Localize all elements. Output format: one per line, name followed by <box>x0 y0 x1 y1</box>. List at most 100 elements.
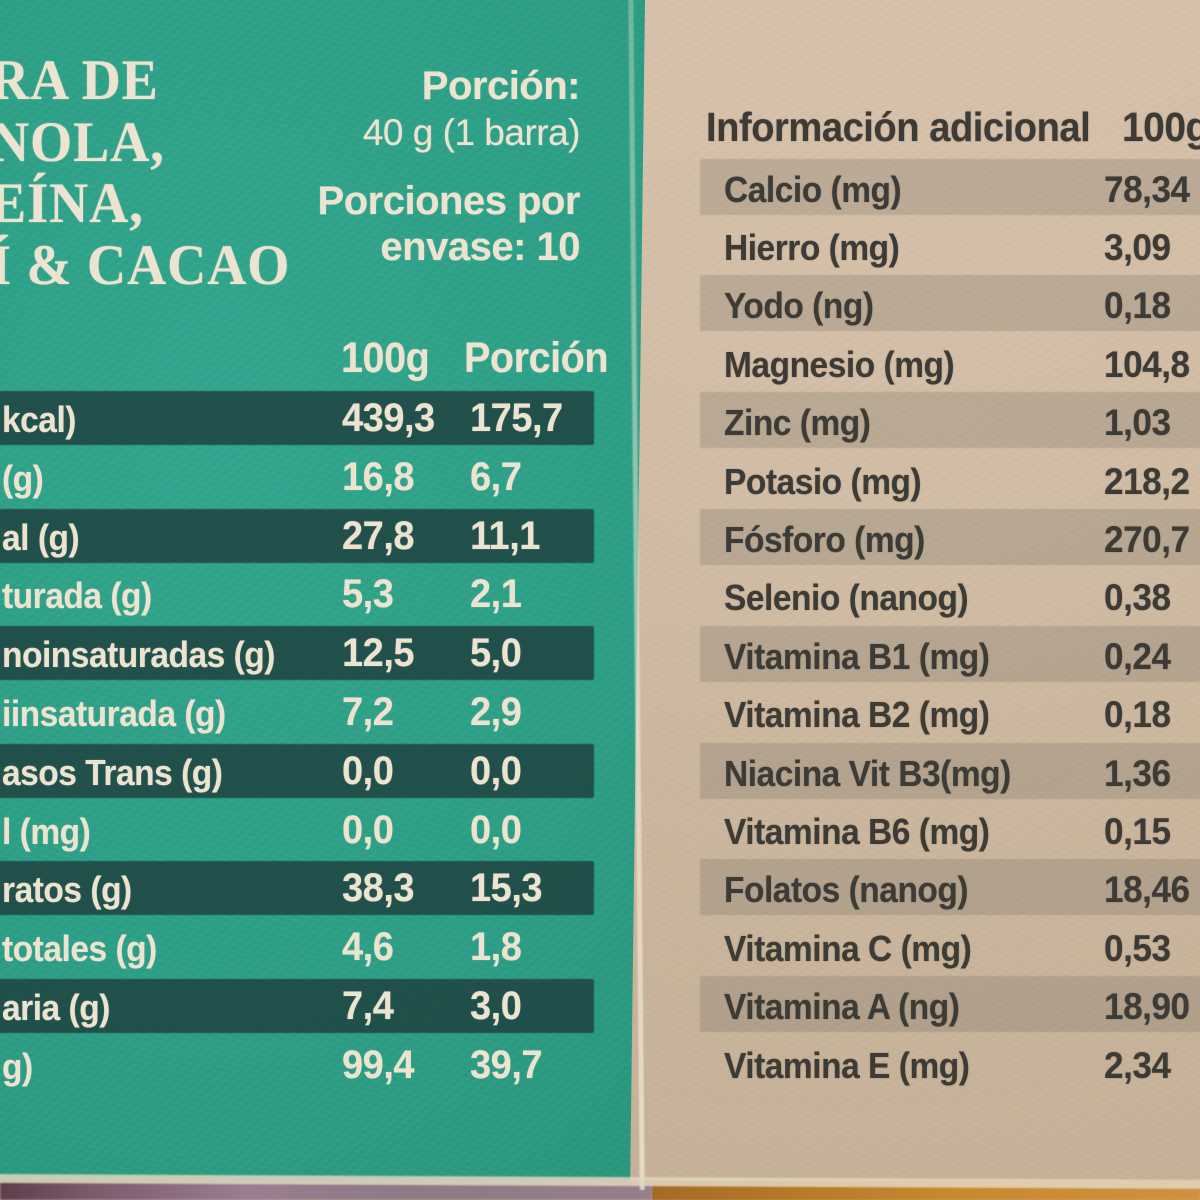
product-title: RA DE NOLA, EÍNA, Í & CACAO <box>0 50 290 296</box>
additional-info-row: Niacina Vit B3(mg) 1,36 <box>700 745 1200 797</box>
value-per-serving: 5,0 <box>470 631 522 676</box>
additional-info-row: Vitamina B1 (mg) 0,24 <box>700 628 1200 680</box>
nutrition-row: al (g) 27,8 11,1 <box>0 510 604 562</box>
nutrient-label: turada (g) <box>2 575 152 617</box>
value-per-100g: 27,8 <box>342 513 415 558</box>
value-per-serving: 0,0 <box>470 807 522 852</box>
value-per-serving: 39,7 <box>470 1042 543 1087</box>
serving-info: Porción: 40 g (1 barra) Porciones por en… <box>286 62 581 270</box>
product-title-line: RA DE <box>0 49 159 112</box>
additional-col-header-100g: 100g <box>1122 104 1200 150</box>
additional-info-row: Vitamina E (mg) 2,34 <box>700 1037 1200 1089</box>
value-per-serving: 2,9 <box>470 690 522 734</box>
micronutrient-label: Yodo (ng) <box>724 285 874 327</box>
col-header-porcion: Porción <box>464 334 609 382</box>
additional-info-row: Calcio (mg) 78,34 <box>700 161 1200 213</box>
product-title-line: NOLA, <box>0 110 165 174</box>
nutrition-row: l (mg) 0,0 0,0 <box>0 804 604 856</box>
nutrient-label: iinsaturada (g) <box>2 693 226 734</box>
serving-size-value: 40 g (1 barra) <box>362 112 581 153</box>
nutrient-label: g) <box>2 1045 33 1087</box>
nutrient-label: totales (g) <box>2 928 157 970</box>
servings-per-pack-line2: envase: 10 <box>380 225 580 269</box>
micronutrient-label: Potasio (mg) <box>724 460 922 502</box>
micronutrient-value: 0,38 <box>1104 577 1171 619</box>
micronutrient-label: Magnesio (mg) <box>724 343 955 385</box>
additional-info-row: Vitamina A (ng) 18,90 <box>700 978 1200 1030</box>
micronutrient-label: Hierro (mg) <box>724 226 900 268</box>
additional-info-row: Magnesio (mg) 104,8 <box>700 336 1200 388</box>
nutrition-row: (g) 16,8 6,7 <box>0 451 604 503</box>
micronutrient-value: 270,7 <box>1104 518 1190 560</box>
micronutrient-value: 104,8 <box>1104 343 1190 385</box>
nutrition-row: g) 99,4 39,7 <box>0 1039 604 1091</box>
micronutrient-value: 218,2 <box>1104 460 1190 502</box>
value-per-serving: 6,7 <box>470 454 522 499</box>
nutrient-label: kcal) <box>2 399 76 440</box>
micronutrient-label: Vitamina A (ng) <box>724 986 960 1028</box>
col-header-100g: 100g <box>341 334 430 382</box>
micronutrient-label: Vitamina C (mg) <box>724 927 972 969</box>
value-per-serving: 11,1 <box>470 513 540 558</box>
nutrition-row: turada (g) 5,3 2,1 <box>0 568 604 620</box>
value-per-100g: 16,8 <box>342 454 415 499</box>
micronutrient-value: 1,36 <box>1104 752 1171 794</box>
micronutrient-label: Calcio (mg) <box>724 168 902 210</box>
micronutrient-label: Niacina Vit B3(mg) <box>724 752 1011 794</box>
value-per-serving: 1,8 <box>470 925 522 970</box>
nutrition-row: iinsaturada (g) 7,2 2,9 <box>0 686 604 738</box>
additional-info-row: Hierro (mg) 3,09 <box>700 219 1200 271</box>
nutrition-col-headers: 100g Porción <box>0 334 640 382</box>
product-title-line: EÍNA, <box>0 172 144 235</box>
additional-info-title: Información adicional <box>706 104 1091 150</box>
additional-info-row: Yodo (ng) 0,18 <box>700 277 1200 329</box>
micronutrient-label: Vitamina E (mg) <box>724 1044 970 1086</box>
additional-info-row: Zinc (mg) 1,03 <box>700 394 1200 446</box>
product-title-line: Í & CACAO <box>0 233 291 297</box>
value-per-100g: 4,6 <box>342 925 394 970</box>
nutrient-label: al (g) <box>2 516 80 558</box>
micronutrient-value: 0,18 <box>1104 694 1171 736</box>
nutrient-label: aria (g) <box>2 987 110 1028</box>
micronutrient-value: 18,46 <box>1104 869 1190 911</box>
value-per-serving: 15,3 <box>470 866 543 911</box>
value-per-100g: 12,5 <box>342 631 415 676</box>
micronutrient-label: Vitamina B1 (mg) <box>724 635 990 677</box>
nutrition-row: ratos (g) 38,3 15,3 <box>0 862 604 914</box>
value-per-100g: 0,0 <box>342 807 394 852</box>
value-per-serving: 175,7 <box>470 396 563 440</box>
nutrition-row: totales (g) 4,6 1,8 <box>0 921 604 973</box>
micronutrient-label: Vitamina B6 (mg) <box>724 810 990 852</box>
nutrient-label: (g) <box>2 457 44 499</box>
value-per-100g: 7,4 <box>342 984 394 1028</box>
value-per-100g: 439,3 <box>342 396 435 440</box>
additional-info-row: Vitamina B2 (mg) 0,18 <box>700 686 1200 738</box>
nutrient-label: l (mg) <box>2 810 91 852</box>
micronutrient-label: Selenio (nanog) <box>724 577 969 619</box>
nutrient-label: asos Trans (g) <box>2 751 223 793</box>
additional-info-row: Potasio (mg) 218,2 <box>700 453 1200 505</box>
additional-info-row: Selenio (nanog) 0,38 <box>700 569 1200 621</box>
micronutrient-value: 1,03 <box>1104 402 1171 444</box>
micronutrient-label: Fósforo (mg) <box>724 518 925 560</box>
micronutrient-value: 78,34 <box>1104 168 1190 210</box>
micronutrient-value: 0,18 <box>1104 285 1171 327</box>
serving-size-label: Porción: <box>421 64 581 108</box>
value-per-serving: 0,0 <box>470 748 522 793</box>
additional-info-header: Información adicional 100g <box>0 104 1200 154</box>
value-per-100g: 7,2 <box>342 690 394 734</box>
micronutrient-value: 2,34 <box>1104 1044 1171 1086</box>
value-per-serving: 3,0 <box>470 984 522 1028</box>
value-per-100g: 38,3 <box>342 866 415 911</box>
nutrition-row: noinsaturadas (g) 12,5 5,0 <box>0 627 604 679</box>
nutrition-row: kcal) 439,3 175,7 <box>0 392 604 444</box>
additional-info-row: Fósforo (mg) 270,7 <box>700 511 1200 563</box>
additional-info-row: Folatos (nanog) 18,46 <box>700 861 1200 913</box>
nutrient-label: noinsaturadas (g) <box>2 634 275 676</box>
additional-info-row: Vitamina B6 (mg) 0,15 <box>700 803 1200 855</box>
value-per-serving: 2,1 <box>470 572 522 617</box>
micronutrient-value: 18,90 <box>1104 986 1190 1028</box>
nutrition-row: asos Trans (g) 0,0 0,0 <box>0 745 604 797</box>
micronutrient-value: 0,15 <box>1104 810 1171 852</box>
